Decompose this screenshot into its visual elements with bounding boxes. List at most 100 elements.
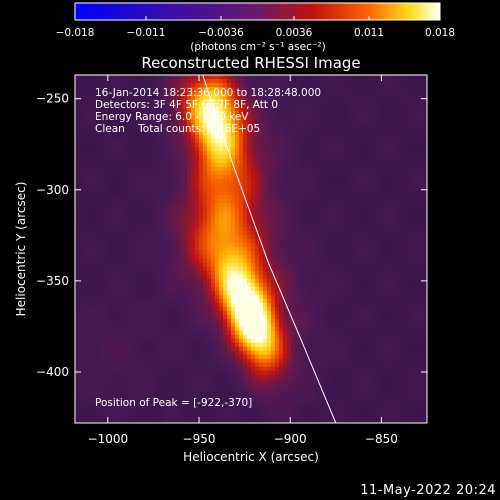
heatmap-cell bbox=[187, 83, 192, 88]
heatmap-cell bbox=[119, 142, 124, 148]
heatmap-cell bbox=[171, 318, 176, 324]
heatmap-cell bbox=[135, 126, 140, 132]
heatmap-cell bbox=[79, 366, 84, 372]
heatmap-cell bbox=[87, 262, 92, 268]
heatmap-cell bbox=[231, 338, 236, 344]
heatmap-cell bbox=[103, 290, 108, 296]
heatmap-cell bbox=[115, 198, 120, 204]
heatmap-cell bbox=[219, 386, 224, 392]
heatmap-cell bbox=[163, 374, 168, 380]
heatmap-cell bbox=[219, 350, 224, 356]
heatmap-cell bbox=[227, 154, 232, 160]
heatmap-cell bbox=[131, 178, 136, 184]
heatmap-cell bbox=[147, 362, 152, 368]
heatmap-cell bbox=[247, 274, 252, 280]
heatmap-cell bbox=[243, 218, 248, 224]
heatmap-cell bbox=[275, 95, 280, 100]
heatmap-cell bbox=[243, 87, 248, 92]
heatmap-cell bbox=[195, 154, 200, 160]
heatmap-cell bbox=[95, 158, 100, 164]
heatmap-cell bbox=[95, 234, 100, 240]
heatmap-cell bbox=[299, 190, 304, 196]
heatmap-cell bbox=[191, 378, 196, 384]
heatmap-cell bbox=[103, 126, 108, 132]
heatmap-cell bbox=[223, 95, 228, 100]
heatmap-cell bbox=[255, 406, 260, 412]
heatmap-cell bbox=[79, 186, 84, 192]
heatmap-cell bbox=[255, 246, 260, 252]
heatmap-cell bbox=[219, 119, 224, 124]
heatmap-cell bbox=[199, 234, 204, 240]
heatmap-cell bbox=[195, 402, 200, 408]
heatmap-cell bbox=[255, 270, 260, 276]
heatmap-cell bbox=[139, 374, 144, 380]
heatmap-cell bbox=[291, 294, 296, 300]
heatmap-cell bbox=[123, 382, 128, 388]
heatmap-cell bbox=[227, 250, 232, 256]
heatmap-cell bbox=[171, 382, 176, 388]
heatmap-cell bbox=[147, 174, 152, 180]
heatmap-cell bbox=[283, 142, 288, 148]
heatmap-cell bbox=[227, 214, 232, 220]
heatmap-cell bbox=[271, 178, 276, 184]
heatmap-cell bbox=[191, 242, 196, 248]
heatmap-cell bbox=[283, 270, 288, 276]
heatmap-cell bbox=[119, 286, 124, 292]
heatmap-cell bbox=[127, 111, 132, 116]
heatmap-cell bbox=[163, 91, 168, 96]
heatmap-cell bbox=[255, 370, 260, 376]
heatmap-cell bbox=[167, 234, 172, 240]
heatmap-cell bbox=[75, 158, 80, 164]
heatmap-cell bbox=[263, 91, 268, 96]
heatmap-cell bbox=[99, 406, 104, 412]
heatmap-cell bbox=[167, 258, 172, 264]
heatmap-cell bbox=[207, 190, 212, 196]
heatmap-cell bbox=[259, 374, 264, 380]
heatmap-cell bbox=[227, 270, 232, 276]
heatmap-cell bbox=[87, 146, 92, 152]
heatmap-cell bbox=[275, 146, 280, 152]
heatmap-cell bbox=[107, 99, 112, 104]
heatmap-cell bbox=[143, 95, 148, 100]
heatmap-cell bbox=[147, 242, 152, 248]
heatmap-cell bbox=[115, 146, 120, 152]
heatmap-cell bbox=[79, 278, 84, 284]
heatmap-cell bbox=[79, 362, 84, 368]
heatmap-cell bbox=[83, 238, 88, 244]
heatmap-cell bbox=[87, 278, 92, 284]
heatmap-cell bbox=[167, 350, 172, 356]
heatmap-cell bbox=[135, 182, 140, 188]
heatmap-cell bbox=[227, 107, 232, 112]
heatmap-cell bbox=[235, 218, 240, 224]
heatmap-cell bbox=[239, 95, 244, 100]
heatmap-cell bbox=[263, 158, 268, 164]
heatmap-cell bbox=[275, 250, 280, 256]
heatmap-cell bbox=[99, 103, 104, 108]
heatmap-cell bbox=[147, 318, 152, 324]
heatmap-cell bbox=[287, 270, 292, 276]
heatmap-cell bbox=[211, 95, 216, 100]
heatmap-cell bbox=[195, 318, 200, 324]
heatmap-cell bbox=[227, 162, 232, 168]
heatmap-cell bbox=[259, 99, 264, 104]
heatmap-cell bbox=[179, 91, 184, 96]
heatmap-cell bbox=[251, 386, 256, 392]
heatmap-cell bbox=[99, 362, 104, 368]
heatmap-cell bbox=[223, 166, 228, 172]
heatmap-cell bbox=[175, 75, 180, 80]
heatmap-cell bbox=[127, 130, 132, 136]
heatmap-cell bbox=[123, 87, 128, 92]
heatmap-cell bbox=[227, 398, 232, 404]
heatmap-image bbox=[75, 75, 427, 423]
heatmap-cell bbox=[87, 126, 92, 132]
heatmap-cell bbox=[295, 346, 300, 352]
heatmap-cell bbox=[75, 322, 80, 328]
heatmap-cell bbox=[279, 214, 284, 220]
heatmap-cell bbox=[215, 119, 220, 124]
heatmap-cell bbox=[187, 306, 192, 312]
heatmap-cell bbox=[75, 75, 80, 80]
heatmap-cell bbox=[295, 126, 300, 132]
heatmap-cell bbox=[103, 111, 108, 116]
heatmap-cell bbox=[163, 162, 168, 168]
heatmap-cell bbox=[243, 170, 248, 176]
